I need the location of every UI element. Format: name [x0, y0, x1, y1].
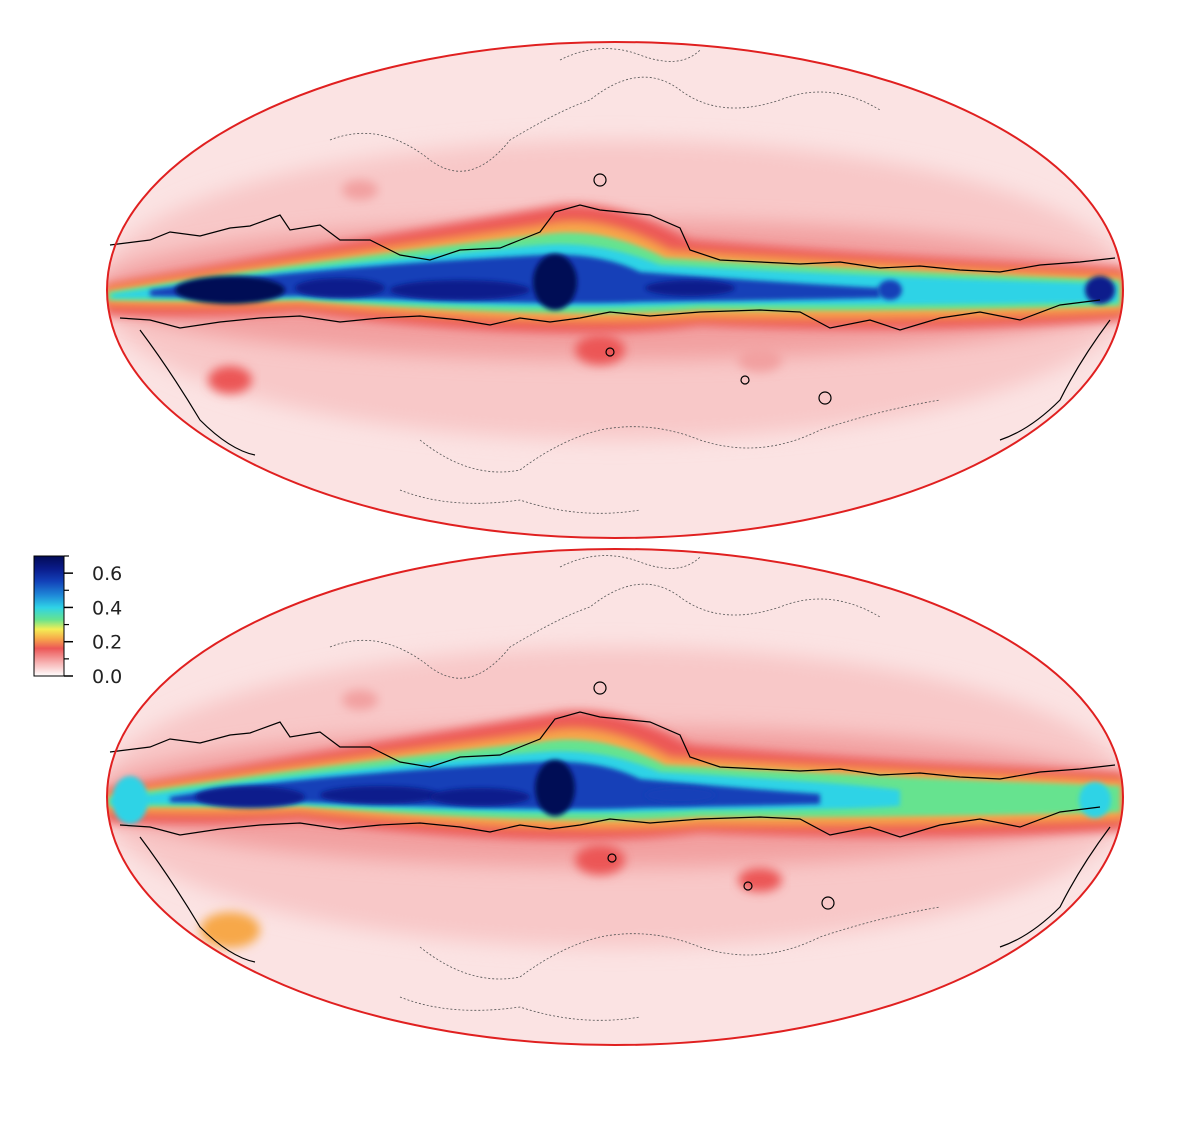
top-map-field — [107, 42, 1123, 538]
colorbar-tick-labels: 0.0 0.2 0.4 0.6 — [92, 563, 122, 688]
top-map-outline — [106, 41, 1124, 539]
colorbar: 0.0 0.2 0.4 0.6 — [33, 555, 122, 688]
bottom-map — [106, 548, 1124, 1046]
bottom-map-contours — [109, 681, 1116, 963]
colorbar-tick-label: 0.4 — [92, 597, 122, 619]
bottom-map-outline — [106, 548, 1124, 1046]
colorbar-tick-label: 0.0 — [92, 666, 122, 688]
bottom-map-field — [107, 549, 1123, 1045]
top-map — [106, 41, 1124, 539]
colorbar-tick-label: 0.2 — [92, 632, 122, 654]
bottom-map-faint-contours — [329, 555, 941, 1021]
colorbar-tick-label: 0.6 — [92, 563, 122, 585]
top-map-faint-contours — [329, 48, 941, 514]
top-map-contours — [109, 173, 1116, 456]
colorbar-gradient — [33, 555, 65, 677]
colorbar-ticks — [64, 555, 73, 677]
